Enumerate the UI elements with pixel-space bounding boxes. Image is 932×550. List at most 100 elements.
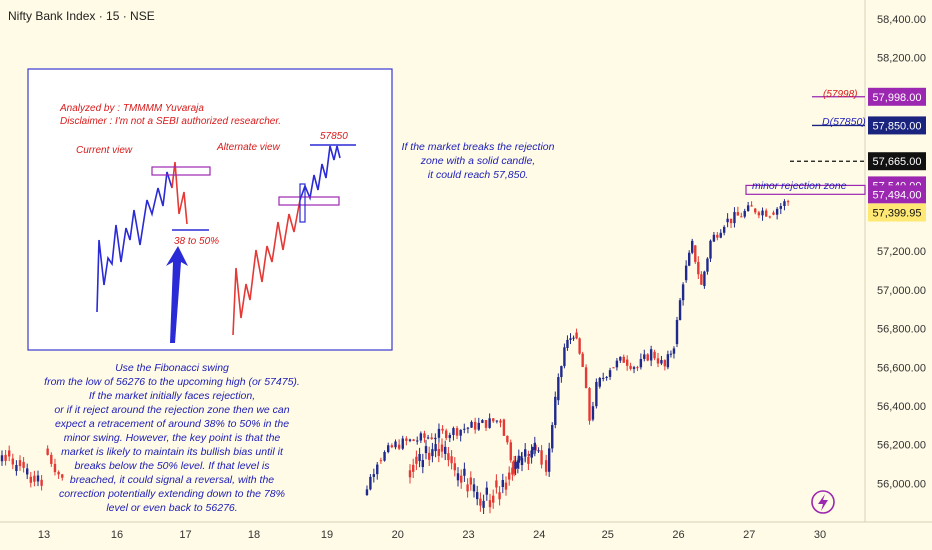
candle-body xyxy=(622,356,625,363)
candle-body xyxy=(492,495,495,503)
candle-body xyxy=(740,216,743,218)
candle-body xyxy=(0,455,4,462)
candle-body xyxy=(643,354,646,359)
flash-icon[interactable] xyxy=(811,490,835,514)
candle-body xyxy=(479,498,482,506)
candle-body xyxy=(498,492,501,500)
x-tick-label: 23 xyxy=(462,529,474,541)
candle-body xyxy=(447,453,450,461)
candle-body xyxy=(53,463,57,473)
inset-breakout-candle xyxy=(299,183,306,223)
candle-body xyxy=(775,208,779,215)
candle-body xyxy=(719,232,722,238)
candle-body xyxy=(448,434,452,439)
price-label-text: 57,494.00 xyxy=(873,189,922,201)
candle-body xyxy=(376,464,379,475)
candle-body xyxy=(426,437,430,439)
candle-body xyxy=(397,444,401,449)
candle-body xyxy=(566,339,569,348)
candle-body xyxy=(488,418,491,428)
candle-body xyxy=(390,445,394,448)
x-tick-label: 30 xyxy=(814,529,826,541)
candle-body xyxy=(492,418,495,422)
candle-body xyxy=(516,460,520,468)
rejection-zone-label: minor rejection zone xyxy=(752,180,847,192)
candle-body xyxy=(415,456,418,464)
candle-body xyxy=(514,462,517,470)
candle-body xyxy=(602,377,605,379)
candle-body xyxy=(729,218,733,224)
candle-body xyxy=(502,419,506,436)
candle-body xyxy=(504,482,508,490)
candle-body xyxy=(675,319,679,345)
fibonacci-note-line-10: correction potentially extending down to… xyxy=(59,488,285,500)
candle-body xyxy=(703,271,706,287)
breakout-note-line-2: zone with a solid candle, xyxy=(420,155,535,167)
inset-frame xyxy=(27,68,393,351)
candle-body xyxy=(511,467,514,475)
candle-body xyxy=(537,450,540,452)
candle-body xyxy=(450,456,453,464)
candle-body xyxy=(456,473,460,481)
breakout-note-line-1: If the market breaks the rejection xyxy=(402,141,555,153)
candle-body xyxy=(520,458,524,466)
price-label-text: 57,850.00 xyxy=(873,120,922,132)
x-tick-label: 13 xyxy=(38,529,50,541)
candle-body xyxy=(412,464,415,472)
candle-body xyxy=(459,429,462,436)
y-tick-label: 56,800.00 xyxy=(877,324,926,336)
candle-body xyxy=(569,338,572,340)
candle-body xyxy=(383,451,386,461)
candle-body xyxy=(473,421,477,430)
x-tick-label: 16 xyxy=(111,529,123,541)
candle-body xyxy=(408,470,412,478)
candle-body xyxy=(726,218,729,223)
candle-body xyxy=(365,489,369,496)
inset-current-view: Current view xyxy=(76,145,133,156)
candle-body xyxy=(772,212,775,215)
candle-body xyxy=(681,284,685,301)
candle-body xyxy=(421,460,424,468)
candle-body xyxy=(761,210,764,216)
candle-body xyxy=(495,420,499,422)
candle-body xyxy=(15,465,18,472)
fibonacci-note-line-3: If the market initially faces rejection, xyxy=(89,390,255,402)
candle-body xyxy=(424,446,428,454)
inset-alternate-breakout xyxy=(299,145,341,201)
candle-body xyxy=(666,354,670,368)
candle-body xyxy=(712,234,716,242)
fibonacci-note-line-1: Use the Fibonacci swing xyxy=(115,362,229,374)
inset-alternate-view: Alternate view xyxy=(216,142,281,153)
candle-body xyxy=(401,438,404,449)
candle-body xyxy=(625,359,629,366)
candle-body xyxy=(691,240,694,253)
candle-body xyxy=(619,356,622,361)
candle-body xyxy=(588,388,591,421)
candle-body xyxy=(463,468,466,476)
candle-body xyxy=(408,439,412,441)
candle-body xyxy=(743,210,746,217)
candle-body xyxy=(394,441,397,448)
candle-body xyxy=(50,454,53,464)
candle-body xyxy=(495,480,498,488)
candle-body xyxy=(615,360,619,368)
candle-body xyxy=(783,201,786,206)
candle-body xyxy=(768,216,772,218)
candle-body xyxy=(8,450,11,457)
candle-body xyxy=(605,376,608,378)
price-label-box xyxy=(868,87,926,106)
y-tick-label: 58,200.00 xyxy=(877,53,926,65)
candle-body xyxy=(697,261,700,275)
candle-body xyxy=(463,428,466,430)
price-axis: 58,400.00 58,200.00 57,200.00 57,000.00 56,8… xyxy=(877,14,926,490)
candle-body xyxy=(470,421,473,428)
y-tick-label: 58,400.00 xyxy=(877,14,926,26)
candle-body xyxy=(437,448,440,456)
candle-body xyxy=(636,367,639,369)
x-tick-label: 26 xyxy=(672,529,684,541)
candle-body xyxy=(488,500,492,508)
candle-body xyxy=(722,226,726,233)
candle-body xyxy=(29,476,32,483)
candle-body xyxy=(481,420,484,423)
